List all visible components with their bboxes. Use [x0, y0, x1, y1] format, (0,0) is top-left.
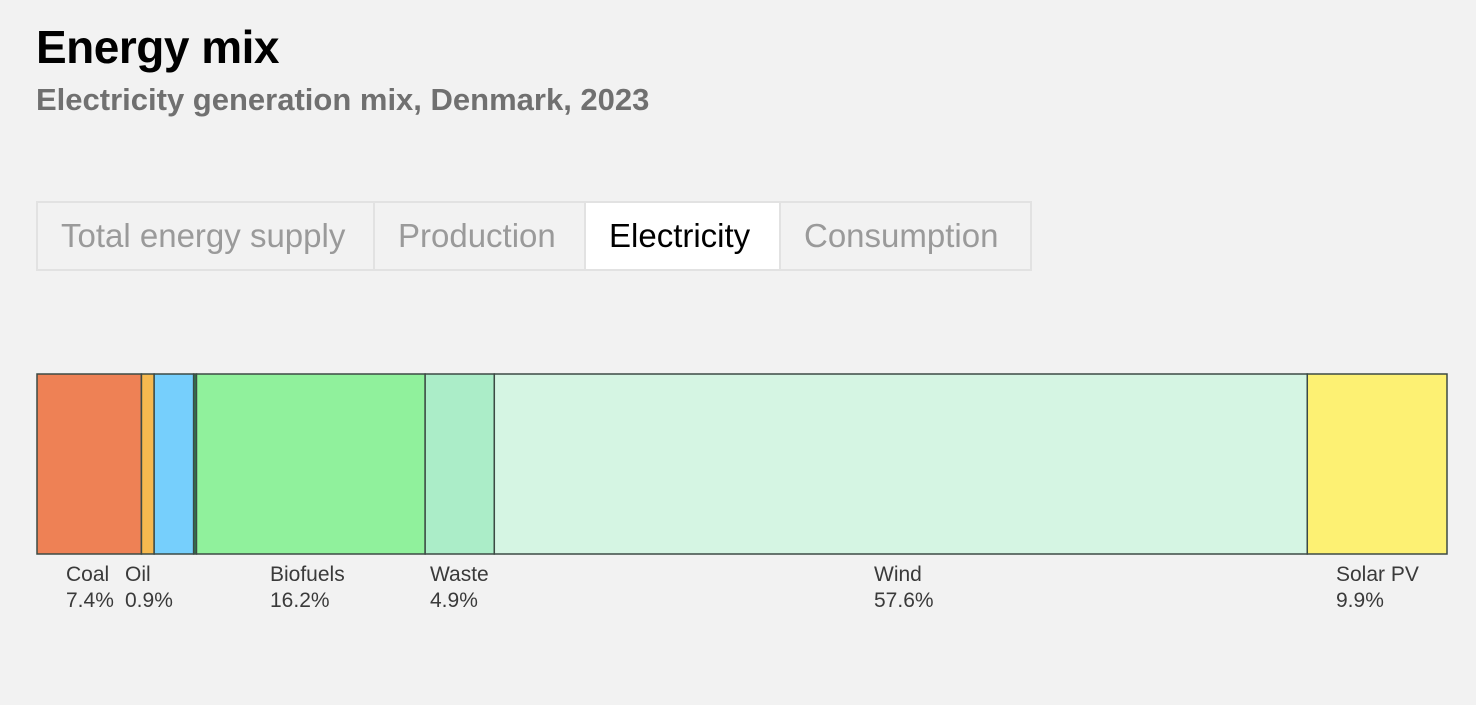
segment-value-label: 57.6%: [874, 589, 934, 612]
tab-consumption[interactable]: Consumption: [781, 203, 1030, 269]
segment-name-label: Waste: [430, 563, 489, 586]
segment-value-label: 16.2%: [270, 589, 330, 612]
bar-segment-waste[interactable]: [424, 373, 496, 555]
tab-total-energy-supply[interactable]: Total energy supply: [38, 203, 375, 269]
segment-name-label: Oil: [125, 563, 151, 586]
bar-segment-oil[interactable]: [140, 373, 155, 555]
tab-electricity[interactable]: Electricity: [586, 203, 781, 269]
segment-value-label: 9.9%: [1336, 589, 1384, 612]
segment-value-label: 4.9%: [430, 589, 478, 612]
bar-segment-solar-pv[interactable]: [1306, 373, 1448, 555]
bar-segment-biofuels[interactable]: [195, 373, 426, 555]
segment-value-label: 7.4%: [66, 589, 114, 612]
segment-name-label: Wind: [874, 563, 922, 586]
page-title: Energy mix: [36, 21, 280, 73]
bar-segment-wind[interactable]: [493, 373, 1309, 555]
tab-production[interactable]: Production: [375, 203, 586, 269]
tab-bar: Total energy supply Production Electrici…: [36, 201, 1032, 271]
bar-segment-unlabeled-2[interactable]: [153, 373, 195, 555]
segment-value-label: 0.9%: [125, 589, 173, 612]
bar-segment-coal[interactable]: [36, 373, 143, 555]
segment-name-label: Coal: [66, 563, 109, 586]
segment-name-label: Biofuels: [270, 563, 345, 586]
electricity-mix-chart: Coal 7.4% Oil 0.9% Biofuels 16.2% Waste 4.9% Win…: [0, 360, 1476, 620]
chart-subtitle: Electricity generation mix, Denmark, 202…: [36, 82, 650, 117]
chart-svg: Coal 7.4% Oil 0.9% Biofuels 16.2% Waste 4.9% Win…: [36, 373, 1448, 612]
segment-name-label: Solar PV: [1336, 563, 1419, 586]
